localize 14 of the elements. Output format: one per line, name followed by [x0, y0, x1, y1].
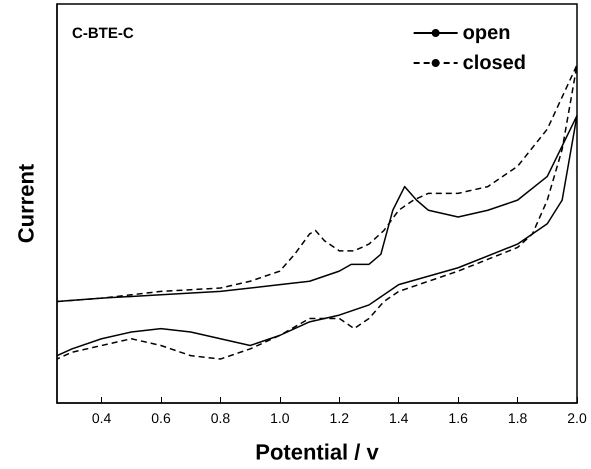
text: C-BTE-C: [72, 25, 134, 42]
x-tick-label: 1.6: [448, 410, 468, 426]
x-tick-label: 0.8: [210, 410, 230, 426]
y-axis-title: Current: [14, 163, 38, 244]
x-tick-label: 1.8: [508, 410, 528, 426]
x-tick-label: 1.0: [270, 410, 290, 426]
x-tick-label: 1.2: [330, 410, 350, 426]
legend-label: open: [462, 22, 510, 44]
legend-label: closed: [462, 52, 526, 74]
x-tick-label: 2.0: [567, 410, 587, 426]
x-tick-label: 0.6: [151, 410, 171, 426]
x-axis-title: Potential / v: [255, 440, 380, 464]
x-tick-label: 1.4: [388, 410, 409, 426]
x-tick-label: 0.4: [92, 410, 112, 426]
